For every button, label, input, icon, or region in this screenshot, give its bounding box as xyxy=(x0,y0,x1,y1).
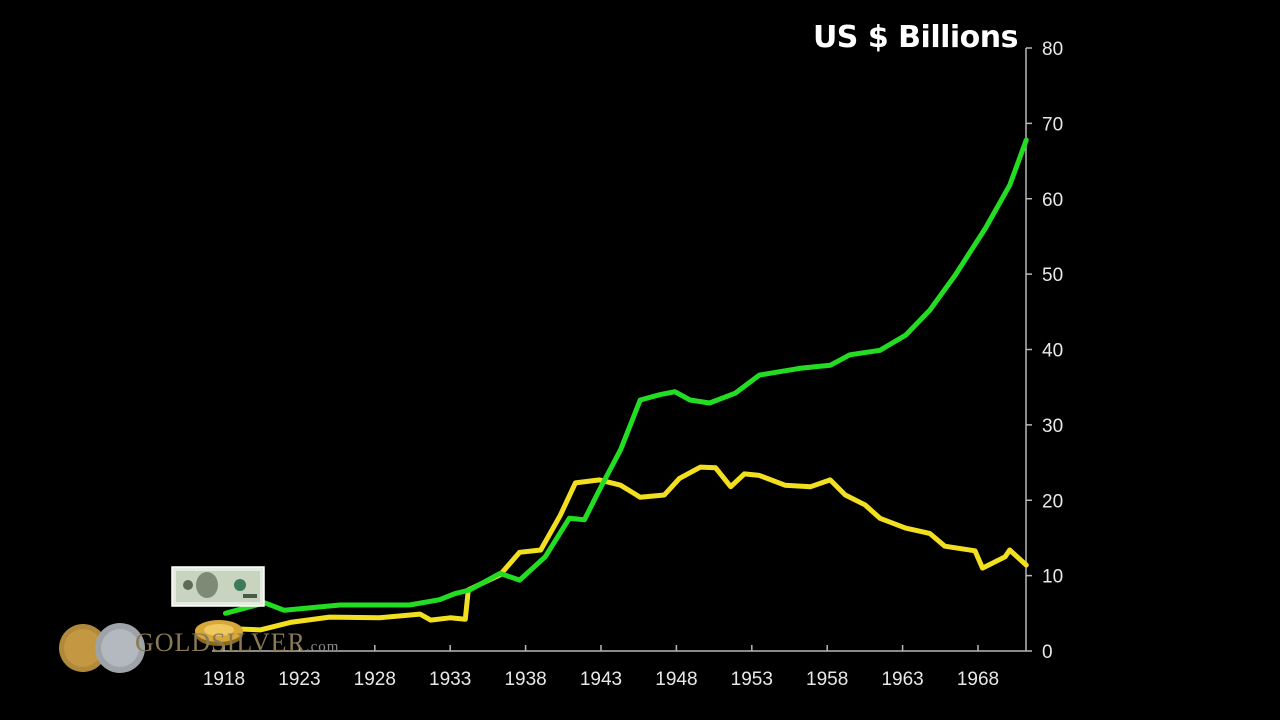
y-tick-label: 10 xyxy=(1042,567,1063,588)
x-tick-label: 1918 xyxy=(203,669,245,690)
x-tick-label: 1943 xyxy=(580,669,622,690)
dollar-bill-icon xyxy=(171,566,265,607)
y-tick-label: 80 xyxy=(1042,39,1063,60)
y-tick-label: 50 xyxy=(1042,265,1063,286)
y-tick-label: 60 xyxy=(1042,190,1063,211)
x-tick-label: 1928 xyxy=(354,669,396,690)
chart-title: US $ Billions xyxy=(812,20,1019,55)
x-tick-label: 1933 xyxy=(429,669,471,690)
currency-series-line xyxy=(223,137,1029,616)
y-tick-label: 0 xyxy=(1042,642,1053,663)
x-tick-label: 1948 xyxy=(655,669,697,690)
axes: 1918 1923 1928 1933 1938 1943 1948 1953 1958 1963… xyxy=(203,39,1063,690)
watermark-brand: GOLDSILVER xyxy=(135,628,306,657)
x-tick-label: 1953 xyxy=(731,669,773,690)
y-tick-label: 20 xyxy=(1042,491,1063,512)
x-tick-label: 1958 xyxy=(806,669,848,690)
y-tick-label: 70 xyxy=(1042,114,1063,135)
y-tick-label: 30 xyxy=(1042,416,1063,437)
x-tick-label: 1938 xyxy=(504,669,546,690)
watermark-suffix: .com xyxy=(305,639,340,655)
x-tick-label: 1968 xyxy=(957,669,999,690)
gold-coin-icon xyxy=(195,620,243,646)
x-tick-label: 1923 xyxy=(278,669,320,690)
goldsilver-logo xyxy=(59,623,145,673)
series-lines xyxy=(221,137,1029,633)
goldsilver-wordmark: GOLDSILVER.com xyxy=(135,628,339,658)
x-tick-label: 1963 xyxy=(881,669,923,690)
y-tick-label: 40 xyxy=(1042,341,1063,362)
series-markers xyxy=(171,566,265,646)
